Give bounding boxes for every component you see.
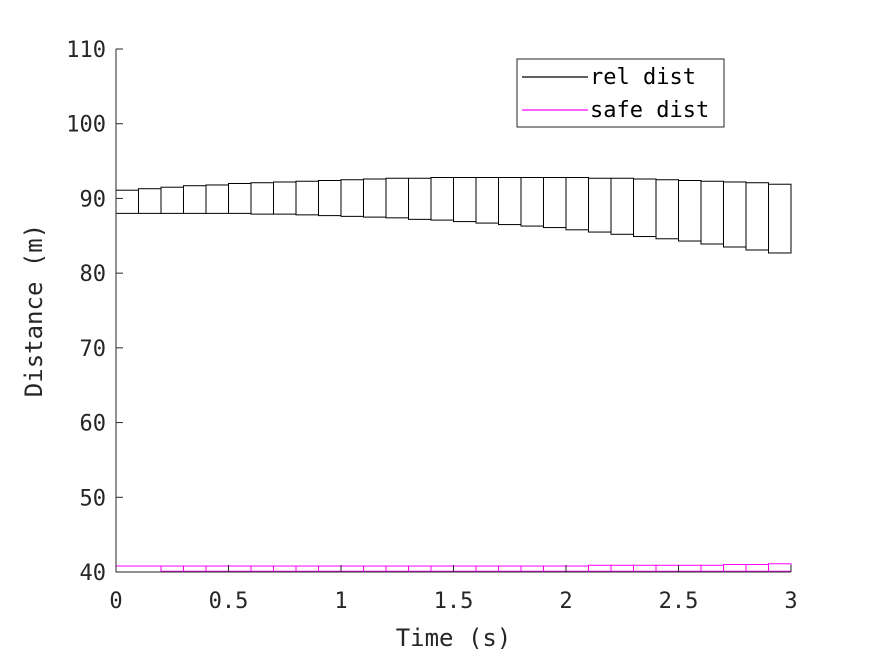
safe-dist-box <box>543 565 567 572</box>
rel-dist-box <box>340 179 364 217</box>
rel-dist-box <box>363 178 387 218</box>
safe-dist-box <box>475 565 499 572</box>
rel-dist-box <box>565 177 589 231</box>
y-tick-label: 60 <box>80 412 107 437</box>
rel-dist-box <box>385 177 409 219</box>
plot-area <box>115 177 792 573</box>
rel-dist-box <box>250 182 274 215</box>
safe-dist-box <box>183 565 207 572</box>
rel-dist-box <box>723 181 747 248</box>
legend-label-safe-dist: safe dist <box>590 98 709 123</box>
safe-dist-box <box>700 564 724 572</box>
legend-label-rel-dist: rel dist <box>590 65 696 90</box>
safe-dist-box <box>610 564 634 572</box>
safe-dist-box <box>408 565 432 572</box>
x-tick-label: 2.5 <box>659 589 699 614</box>
rel-dist-box <box>430 177 454 221</box>
x-tick-label: 1 <box>334 589 347 614</box>
y-tick-label: 80 <box>80 262 107 287</box>
safe-dist-box <box>430 565 454 572</box>
x-axis-label: Time (s) <box>396 624 512 652</box>
rel-dist-box <box>678 179 702 242</box>
x-tick-label: 2 <box>559 589 572 614</box>
safe-dist-box <box>723 564 747 572</box>
safe-dist-box <box>250 565 274 572</box>
y-tick-label: 40 <box>80 561 107 586</box>
rel-dist-box <box>498 177 522 226</box>
safe-dist-box <box>745 564 769 572</box>
x-tick-label: 0 <box>109 589 122 614</box>
y-tick-label: 100 <box>66 113 106 138</box>
safe-dist-box <box>318 565 342 572</box>
safe-dist-box <box>678 564 702 572</box>
x-tick-label: 1.5 <box>434 589 474 614</box>
x-axis-ticks: 0 0.5 1 1.5 2 2.5 3 <box>109 565 798 614</box>
safe-dist-box <box>295 565 319 572</box>
safe-dist-box <box>520 565 544 572</box>
axes: 0 0.5 1 1.5 2 2.5 3 40 50 60 70 80 90 100 110 <box>66 38 797 614</box>
x-tick-label: 0.5 <box>209 589 249 614</box>
rel-dist-box <box>205 184 229 214</box>
y-tick-label: 110 <box>66 38 106 63</box>
rel-dist-box <box>520 177 544 227</box>
safe-dist-box <box>633 564 657 572</box>
y-axis-label: Distance (m) <box>20 224 48 397</box>
rel-dist-box <box>160 186 184 214</box>
safe-dist-box <box>363 565 387 572</box>
rel-dist-box <box>183 185 207 214</box>
series-layer <box>115 177 792 573</box>
rel-dist-box <box>115 189 139 214</box>
rel-dist-box <box>633 178 657 238</box>
rel-dist-box <box>655 179 679 240</box>
safe-dist-box <box>340 565 364 572</box>
rel-dist-box <box>768 183 792 254</box>
rel-dist-box <box>408 177 432 220</box>
safe-dist-box <box>205 565 229 572</box>
safe-dist-box <box>385 565 409 572</box>
y-tick-label: 90 <box>80 187 107 212</box>
rel-dist-box <box>543 177 567 229</box>
safe-dist-box <box>115 565 162 573</box>
y-tick-label: 70 <box>80 337 107 362</box>
rel-dist-box <box>453 177 477 223</box>
rel-dist-box <box>475 177 499 224</box>
rel-dist-box <box>273 181 297 215</box>
safe-dist-box <box>273 565 297 572</box>
rel-dist-box <box>295 180 319 216</box>
rel-dist-box <box>745 182 769 251</box>
safe-dist-box <box>588 564 612 572</box>
rel-dist-box <box>588 177 612 233</box>
rel-dist-box <box>610 177 634 235</box>
x-tick-label: 3 <box>784 589 797 614</box>
legend: rel dist safe dist <box>516 58 725 128</box>
safe-dist-box <box>228 565 252 572</box>
rel-dist-box <box>228 182 252 214</box>
safe-dist-box <box>768 563 792 572</box>
safe-dist-box <box>498 565 522 572</box>
safe-dist-box <box>655 564 679 572</box>
y-tick-label: 50 <box>80 486 107 511</box>
y-axis-ticks: 40 50 60 70 80 90 100 110 <box>66 38 123 586</box>
safe-dist-box <box>160 565 184 572</box>
safe-dist-box <box>453 565 477 572</box>
safe-dist-box <box>565 565 589 572</box>
rel-dist-box <box>138 188 162 214</box>
rel-dist-box <box>700 180 724 245</box>
rel-dist-box <box>318 179 342 217</box>
legend-box <box>516 58 725 128</box>
